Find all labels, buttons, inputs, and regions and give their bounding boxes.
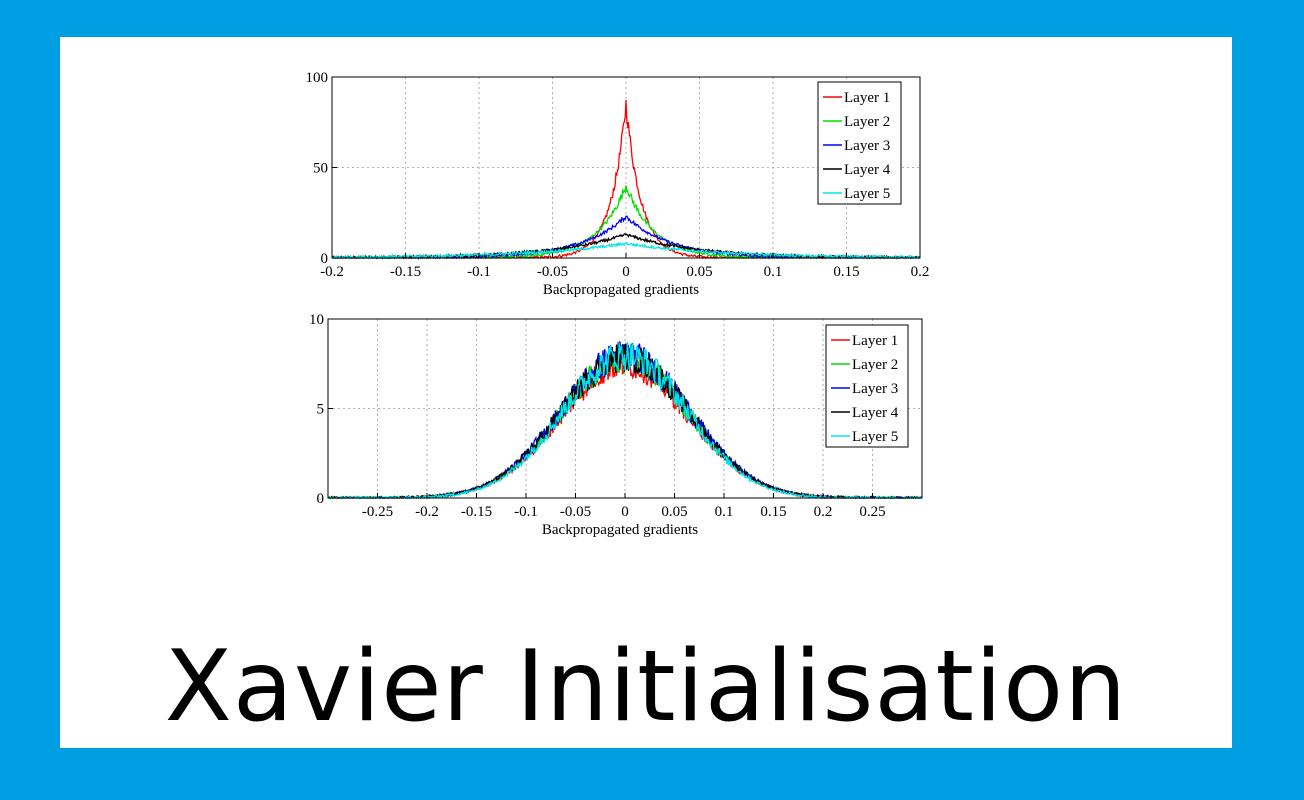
- y-tick-label: 5: [317, 402, 325, 418]
- x-tick-label: -0.2: [415, 504, 439, 520]
- x-tick-label: -0.2: [320, 264, 344, 280]
- slide-title: Xavier Initialisation: [164, 630, 1128, 744]
- x-tick-label: -0.05: [560, 504, 591, 520]
- x-tick-label: -0.15: [461, 504, 492, 520]
- x-axis-label: Backpropagated gradients: [542, 522, 698, 538]
- legend-label: Layer 3: [844, 138, 890, 154]
- chart-2: -0.25 -0.2 -0.15 -0.1 -0.05 0 0.05 0.1 0.15 0.2 0.…: [309, 312, 923, 538]
- x-tick-label: 0.25: [859, 504, 885, 520]
- x-tick-label: 0: [622, 264, 630, 280]
- x-tick-label: 0.2: [911, 264, 930, 280]
- y-tick-label: 10: [309, 312, 324, 328]
- x-tick-label: 0.15: [760, 504, 786, 520]
- legend-label: Layer 3: [852, 381, 898, 397]
- legend-label: Layer 5: [852, 429, 898, 445]
- y-tick-label: 0: [317, 491, 325, 507]
- legend-label: Layer 2: [844, 114, 890, 130]
- x-tick-label: -0.25: [362, 504, 393, 520]
- series-line-5: [331, 241, 921, 261]
- legend-label: Layer 1: [844, 90, 890, 106]
- x-tick-label: -0.05: [537, 264, 568, 280]
- x-tick-label: 0: [621, 504, 629, 520]
- legend-label: Layer 4: [844, 162, 891, 178]
- legend-label: Layer 4: [852, 405, 899, 421]
- legend-box: [825, 324, 909, 448]
- slide-panel: -0.2 -0.15 -0.1 -0.05 0 0.05 0.1 0.15 0.2 0 50 100 B…: [60, 37, 1232, 748]
- x-tick-label: 0.05: [686, 264, 712, 280]
- y-tick-label: 50: [313, 161, 328, 177]
- x-tick-label: -0.1: [467, 264, 491, 280]
- legend-label: Layer 2: [852, 357, 898, 373]
- x-tick-label: -0.15: [390, 264, 421, 280]
- x-tick-label: -0.1: [514, 504, 538, 520]
- y-tick-label: 100: [306, 70, 329, 86]
- y-tick-label: 0: [321, 251, 329, 267]
- legend-label: Layer 1: [852, 333, 898, 349]
- x-axis-label: Backpropagated gradients: [543, 282, 699, 298]
- chart-1: -0.2 -0.15 -0.1 -0.05 0 0.05 0.1 0.15 0.2 0 50 100 B…: [306, 70, 930, 298]
- x-tick-label: 0.15: [833, 264, 859, 280]
- x-tick-label: 0.1: [715, 504, 734, 520]
- legend-label: Layer 5: [844, 186, 890, 202]
- charts-canvas: -0.2 -0.15 -0.1 -0.05 0 0.05 0.1 0.15 0.2050100B…: [306, 70, 930, 538]
- legend-box: [817, 81, 902, 205]
- x-tick-label: 0.2: [814, 504, 833, 520]
- x-tick-label: 0.1: [764, 264, 783, 280]
- x-tick-label: 0.05: [661, 504, 687, 520]
